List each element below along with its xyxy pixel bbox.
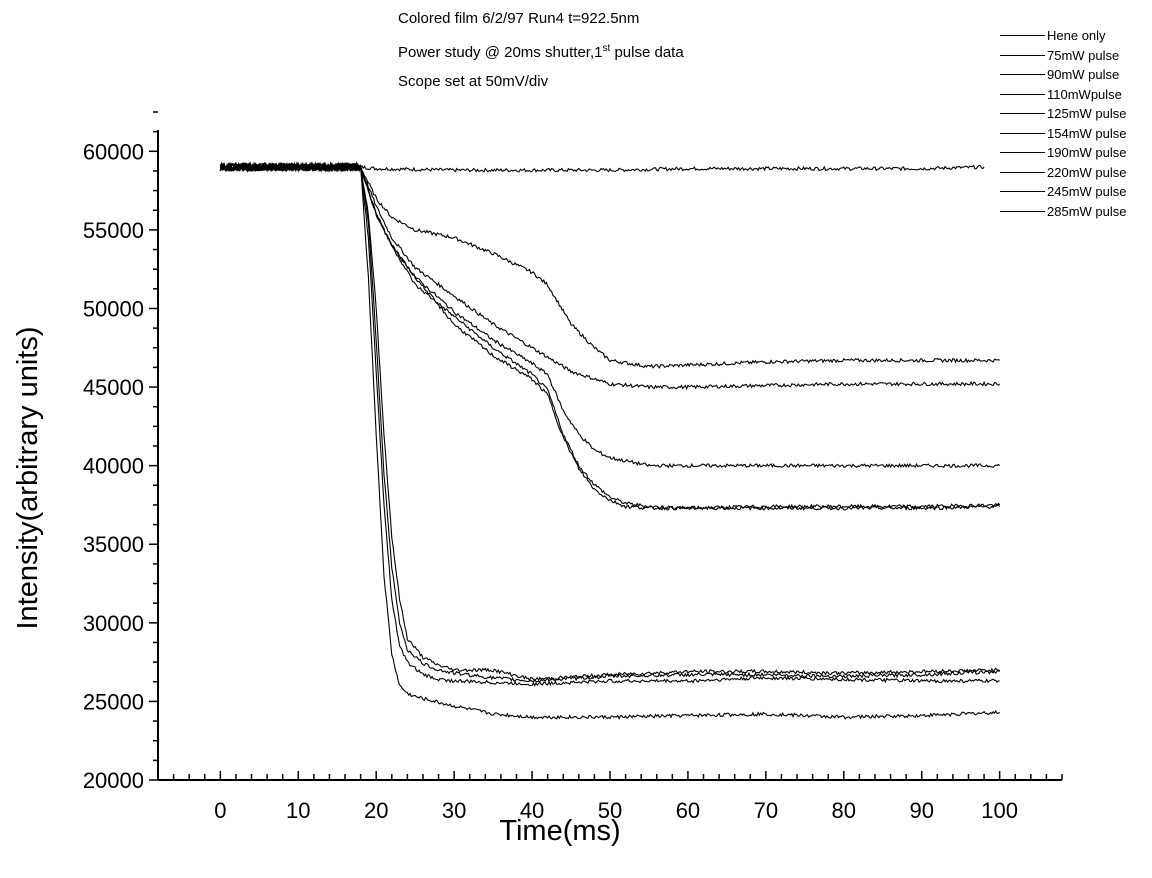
series-layer — [219, 160, 1001, 720]
legend-swatch — [1000, 35, 1045, 37]
legend-label: 154mW pulse — [1047, 125, 1127, 141]
y-tick-label: 20000 — [83, 768, 144, 793]
y-tick-label: 40000 — [83, 454, 144, 479]
series-line-8 — [219, 161, 1000, 687]
legend: Hene only 75mW pulse 90mW pulse 110mWpulse 1… — [1000, 26, 1126, 221]
y-tick-label: 35000 — [83, 532, 144, 557]
x-tick-label: 100 — [981, 798, 1018, 823]
x-tick-label: 40 — [520, 798, 544, 823]
legend-item: Hene only — [1000, 26, 1126, 46]
legend-label: 90mW pulse — [1047, 67, 1120, 83]
x-tick-label: 10 — [286, 798, 310, 823]
axes: 20000 25000 30000 35000 40000 45000 50000 55000… — [83, 111, 1063, 823]
series-line-7 — [219, 161, 1001, 683]
y-tick-label: 25000 — [83, 689, 144, 714]
legend-label: 75mW pulse — [1047, 47, 1120, 63]
x-tick-label: 20 — [364, 798, 388, 823]
series-line-9 — [219, 160, 1000, 720]
legend-swatch — [1000, 132, 1045, 134]
legend-swatch — [1000, 54, 1045, 56]
legend-swatch — [1000, 191, 1045, 193]
series-line-2 — [219, 161, 1001, 391]
x-tick-label: 70 — [754, 798, 778, 823]
y-tick-label: 55000 — [83, 218, 144, 243]
legend-label: 285mW pulse — [1047, 203, 1127, 219]
chart-title-line-3: Scope set at 50mV/div — [398, 73, 549, 90]
y-tick-label: 50000 — [83, 296, 144, 321]
x-tick-label: 80 — [832, 798, 856, 823]
x-tick-label: 0 — [214, 798, 226, 823]
y-tick-label: 45000 — [83, 375, 144, 400]
legend-item: 190mW pulse — [1000, 143, 1126, 163]
legend-item: 75mW pulse — [1000, 46, 1126, 66]
legend-swatch — [1000, 152, 1045, 154]
legend-swatch — [1000, 74, 1045, 76]
legend-label: 125mW pulse — [1047, 106, 1127, 122]
x-axis-label: Time(ms) — [499, 815, 621, 847]
chart-title-line-2-main: Power study @ 20ms shutter,1 — [398, 44, 603, 61]
x-tick-label: 50 — [598, 798, 622, 823]
legend-swatch — [1000, 93, 1045, 95]
chart-title-line-2: Power study @ 20ms shutter,1st pulse dat… — [398, 43, 684, 61]
series-line-1 — [219, 161, 1000, 369]
legend-swatch — [1000, 210, 1045, 212]
legend-item: 90mW pulse — [1000, 65, 1126, 85]
legend-swatch — [1000, 171, 1045, 173]
series-line-6 — [220, 161, 1001, 682]
series-line-3 — [219, 161, 1001, 469]
legend-label: 220mW pulse — [1047, 164, 1127, 180]
chart-title-line-1: Colored film 6/2/97 Run4 t=922.5nm — [398, 10, 640, 27]
legend-item: 285mW pulse — [1000, 202, 1126, 222]
legend-label: 190mW pulse — [1047, 145, 1127, 161]
x-tick-label: 90 — [909, 798, 933, 823]
legend-label: 245mW pulse — [1047, 184, 1127, 200]
legend-item: 245mW pulse — [1000, 182, 1126, 202]
legend-label: Hene only — [1047, 28, 1106, 44]
legend-item: 154mW pulse — [1000, 124, 1126, 144]
x-tick-label: 60 — [676, 798, 700, 823]
chart-title-superscript: st — [602, 43, 611, 54]
legend-item: 125mW pulse — [1000, 104, 1126, 124]
x-tick-label: 30 — [442, 798, 466, 823]
chart-title-line-2-tail: pulse data — [610, 44, 684, 61]
legend-item: 220mW pulse — [1000, 163, 1126, 183]
legend-swatch — [1000, 113, 1045, 115]
y-tick-label: 30000 — [83, 611, 144, 636]
y-axis-label: Intensity(arbitrary units) — [12, 326, 44, 630]
legend-item: 110mWpulse — [1000, 85, 1126, 105]
legend-label: 110mWpulse — [1047, 86, 1122, 102]
y-tick-label: 60000 — [83, 139, 144, 164]
